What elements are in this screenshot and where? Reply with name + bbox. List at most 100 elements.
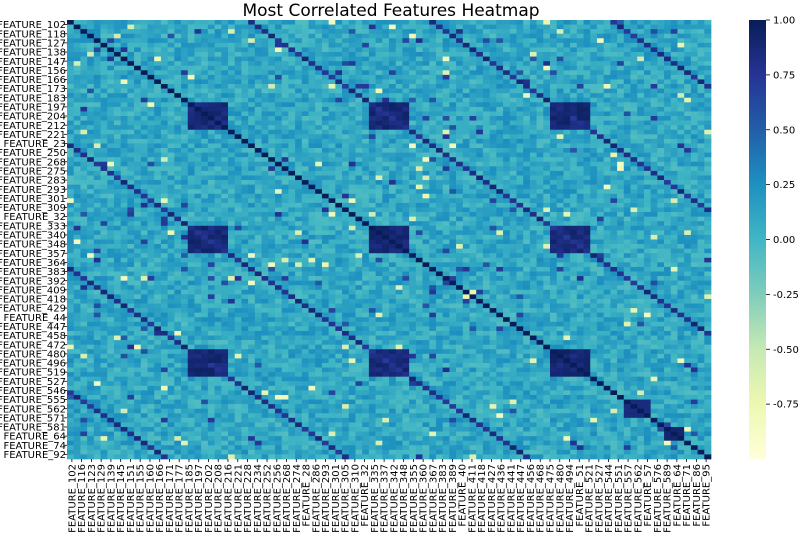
- heatmap-cell: [207, 93, 215, 99]
- heatmap-cell: [181, 120, 189, 126]
- heatmap-cell: [684, 102, 692, 108]
- heatmap-cell: [603, 84, 611, 89]
- heatmap-cell: [382, 157, 390, 163]
- heatmap-cell: [147, 56, 155, 62]
- heatmap-cell: [67, 216, 75, 222]
- heatmap-cell: [462, 207, 470, 213]
- heatmap-cell: [93, 166, 101, 172]
- heatmap-cell: [147, 29, 155, 35]
- heatmap-cell: [670, 221, 678, 227]
- heatmap-cell: [67, 230, 75, 236]
- heatmap-cell: [140, 111, 148, 117]
- heatmap-cell: [207, 42, 215, 48]
- heatmap-cell: [375, 106, 383, 112]
- heatmap-cell: [489, 79, 497, 85]
- heatmap-cell: [409, 234, 417, 240]
- heatmap-cell: [637, 189, 645, 195]
- heatmap-cell: [556, 134, 564, 140]
- heatmap-cell: [187, 157, 195, 163]
- heatmap-cell: [657, 244, 665, 249]
- heatmap-cell: [127, 65, 135, 71]
- heatmap-cell: [496, 47, 504, 53]
- heatmap-cell: [435, 97, 444, 103]
- heatmap-cell: [288, 61, 296, 67]
- heatmap-cell: [375, 143, 383, 149]
- heatmap-cell: [228, 198, 236, 204]
- heatmap-cell: [160, 175, 168, 181]
- heatmap-cell: [536, 189, 544, 195]
- heatmap-cell: [147, 84, 155, 89]
- heatmap-cell: [187, 161, 195, 167]
- heatmap-cell: [181, 166, 189, 172]
- heatmap-cell: [664, 138, 672, 144]
- heatmap-cell: [154, 148, 162, 153]
- heatmap-cell: [677, 116, 685, 121]
- heatmap-cell: [120, 198, 128, 204]
- heatmap-cell: [201, 106, 209, 112]
- heatmap-cell: [590, 120, 598, 126]
- heatmap-cell: [321, 74, 329, 80]
- heatmap-cell: [261, 152, 269, 158]
- heatmap-cell: [482, 189, 490, 195]
- heatmap-cell: [362, 93, 370, 99]
- heatmap-cell: [281, 24, 289, 30]
- heatmap-cell: [342, 65, 350, 71]
- heatmap-cell: [281, 125, 289, 131]
- heatmap-cell: [409, 239, 417, 245]
- heatmap-cell: [603, 125, 611, 131]
- heatmap-cell: [254, 184, 262, 190]
- heatmap-cell: [234, 234, 242, 240]
- heatmap-cell: [637, 129, 645, 135]
- heatmap-cell: [107, 20, 115, 25]
- heatmap-cell: [194, 234, 202, 240]
- heatmap-cell: [268, 170, 276, 176]
- heatmap-cell: [207, 189, 215, 195]
- heatmap-cell: [435, 166, 444, 172]
- heatmap-cell: [113, 143, 122, 149]
- heatmap-cell: [274, 216, 283, 222]
- heatmap-cell: [174, 207, 182, 213]
- heatmap-cell: [181, 248, 189, 254]
- heatmap-cell: [630, 129, 638, 135]
- heatmap-cell: [288, 230, 296, 236]
- heatmap-cell: [556, 74, 564, 80]
- heatmap-cell: [221, 221, 229, 227]
- heatmap-cell: [456, 97, 464, 103]
- heatmap-cell: [335, 42, 343, 48]
- heatmap-cell: [348, 234, 356, 240]
- heatmap-cell: [523, 116, 531, 121]
- heatmap-cell: [617, 248, 625, 254]
- heatmap-cell: [704, 175, 712, 181]
- heatmap-cell: [228, 88, 236, 94]
- heatmap-cell: [315, 29, 323, 35]
- heatmap-cell: [496, 152, 504, 158]
- heatmap-cell: [664, 225, 672, 231]
- heatmap-cell: [100, 42, 108, 48]
- heatmap-cell: [214, 134, 222, 140]
- heatmap-cell: [342, 97, 350, 103]
- heatmap-cell: [321, 170, 329, 176]
- heatmap-cell: [167, 143, 175, 149]
- heatmap-cell: [288, 253, 296, 259]
- heatmap-cell: [503, 148, 511, 153]
- heatmap-cell: [127, 148, 135, 153]
- heatmap-cell: [556, 111, 564, 117]
- heatmap-cell: [650, 138, 658, 144]
- heatmap-cell: [563, 29, 571, 35]
- heatmap-cell: [67, 202, 75, 208]
- heatmap-cell: [248, 189, 256, 195]
- heatmap-cell: [402, 212, 410, 217]
- heatmap-cell: [563, 198, 571, 204]
- heatmap-cell: [697, 225, 705, 231]
- heatmap-cell: [241, 102, 249, 108]
- heatmap-cell: [87, 79, 95, 85]
- heatmap-cell: [328, 29, 336, 35]
- heatmap-cell: [181, 157, 189, 163]
- heatmap-cell: [563, 202, 571, 208]
- heatmap-cell: [187, 79, 195, 85]
- heatmap-cell: [221, 61, 229, 67]
- heatmap-cell: [73, 97, 81, 103]
- heatmap-cell: [650, 79, 658, 85]
- heatmap-cell: [315, 42, 323, 48]
- heatmap-cell: [617, 120, 625, 126]
